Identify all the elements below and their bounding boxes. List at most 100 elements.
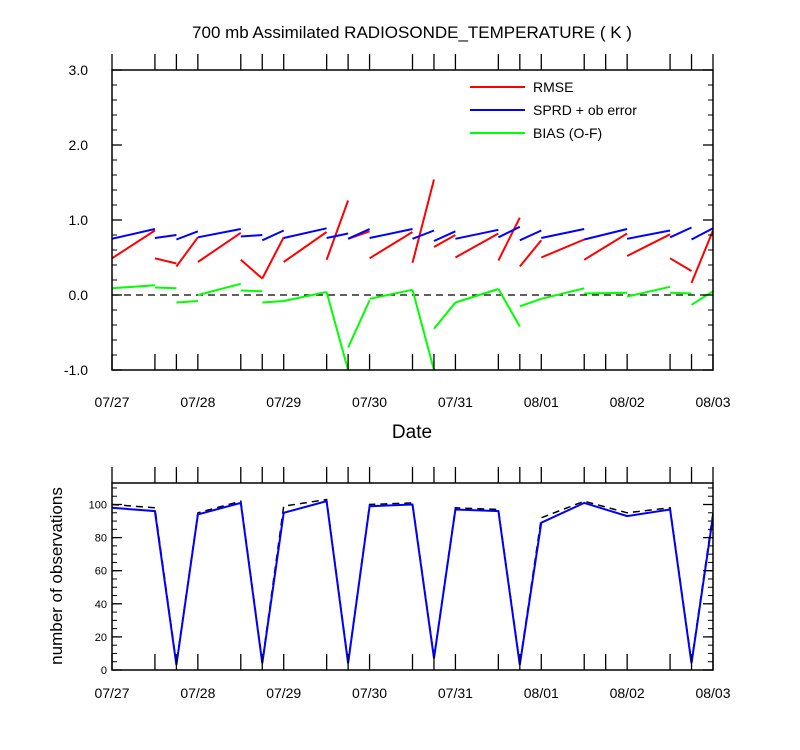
y-tick-label: 100 [89,500,107,512]
top-series-layer [112,179,713,370]
series-segment-rmse-2 [175,236,199,268]
series-segment-bias-o-f-13 [497,288,521,327]
series-observations-available [112,498,713,664]
legend-label-sprd-ob-error: SPRD + ob error [533,102,637,118]
series-segment-bias-o-f-17 [626,285,671,298]
x-tick-label: 08/03 [695,394,730,410]
series-segment-rmse-4 [240,259,263,280]
series-segment-rmse-5 [261,236,285,279]
series-segment-sprd-ob-error-16 [583,228,628,241]
x-tick-label: 07/27 [94,394,129,410]
series-segment-rmse-3 [197,231,242,263]
series-segment-sprd-ob-error-9 [369,228,413,239]
series-segment-rmse-13 [497,217,521,261]
series-segment-sprd-ob-error-15 [541,228,585,239]
series-segment-bias-o-f-1 [154,286,177,290]
x-tick-label: 07/28 [180,685,215,701]
series-segment-bias-o-f-12 [455,288,499,304]
y-tick-label: 2.0 [69,137,89,153]
x-tick-label: 07/29 [266,394,301,410]
x-tick-label: 07/28 [180,394,215,410]
bottom-panel: 0 20 40 60 80 100 07/27 07/28 07/29 07/30 07/31 08/… [47,467,731,701]
series-observations-used [112,499,713,666]
series-segment-sprd-ob-error-4 [240,234,263,238]
series-segment-rmse-15 [540,238,585,259]
series-segment-sprd-ob-error-19 [691,227,713,241]
series-segment-rmse-0 [112,229,156,260]
series-segment-rmse-11 [433,234,456,248]
series-segment-sprd-ob-error-11 [433,230,456,242]
series-segment-sprd-ob-error-2 [176,230,199,241]
series-rmse [112,179,713,284]
series-segment-bias-o-f-9 [369,288,413,300]
series-segment-rmse-9 [369,231,414,260]
top-axis-ticks: -1.0 0.0 1.0 2.0 3.0 07/27 07/28 07/29 07/30 07/3… [64,54,731,410]
series-segment-bias-o-f-7 [325,291,350,370]
series-segment-sprd-ob-error-8 [347,228,371,240]
series-segment-sprd-ob-error-14 [519,229,542,242]
y-tick-label: 3.0 [69,62,89,78]
top-panel: 700 mb Assimilated RADIOSONDE_TEMPERATUR… [64,23,731,443]
series-segment-rmse-16 [583,232,628,261]
x-tick-label: 08/02 [610,685,645,701]
series-segment-rmse-12 [454,232,499,259]
y-tick-label: 1.0 [69,212,89,228]
x-tick-label: 08/01 [524,394,559,410]
chart-title: 700 mb Assimilated RADIOSONDE_TEMPERATUR… [192,23,632,42]
x-axis-label: Date [392,422,432,443]
series-segment-sprd-ob-error-7 [326,232,349,239]
series-segment-sprd-ob-error-1 [154,234,177,239]
series-segment-bias-o-f-2 [176,300,198,304]
series-segment-rmse-1 [154,257,177,265]
series-segment-sprd-ob-error-10 [412,229,435,240]
x-tick-label: 07/27 [94,685,129,701]
series-segment-sprd-ob-error-3 [197,228,241,239]
series-segment-sprd-ob-error-12 [455,228,499,240]
series-segment-rmse-14 [519,239,543,268]
x-tick-label: 07/30 [352,394,387,410]
y-axis-label: number of observations [47,487,66,665]
x-tick-label: 08/02 [610,394,645,410]
series-segment-rmse-7 [325,200,350,261]
y-tick-label: 40 [95,599,107,611]
legend-label-rmse: RMSE [533,79,573,95]
series-bias-o-f [112,282,713,370]
bottom-axis-ticks: 0 20 40 60 80 100 07/27 07/28 07/29 07/30 07/31 08/… [89,467,731,701]
series-segment-bias-o-f-4 [240,289,263,293]
legend-label-bias-o-f: BIAS (O-F) [533,125,602,141]
series-segment-bias-o-f-10 [411,289,435,370]
series-segment-rmse-18 [669,257,693,272]
y-tick-label: -1.0 [64,362,88,378]
series-segment-bias-o-f-5 [262,300,284,304]
series-segment-bias-o-f-15 [541,287,585,300]
series-segment-bias-o-f-3 [197,282,242,296]
series-segment-bias-o-f-14 [519,297,542,308]
series-sprd-ob-error [112,225,713,242]
x-tick-label: 07/30 [352,685,387,701]
legend: RMSE SPRD + ob error BIAS (O-F) [470,79,637,141]
series-segment-rmse-17 [626,233,671,257]
x-tick-label: 07/29 [266,685,301,701]
series-segment-sprd-ob-error-0 [112,228,156,240]
series-segment-bias-o-f-11 [433,301,457,330]
series-segment-bias-o-f-8 [347,299,371,348]
series-segment-sprd-ob-error-17 [626,229,671,240]
series-segment-sprd-ob-error-18 [669,226,692,239]
series-segment-bias-o-f-19 [690,290,713,306]
y-tick-label: 80 [95,533,107,545]
y-tick-label: 0.0 [69,287,89,303]
x-tick-label: 08/03 [695,685,730,701]
series-segment-bias-o-f-6 [283,291,327,302]
y-tick-label: 20 [95,632,107,644]
series-segment-rmse-6 [283,231,328,263]
bottom-series-layer [112,498,713,666]
x-tick-label: 07/31 [438,394,473,410]
series-segment-sprd-ob-error-6 [283,227,327,239]
series-segment-rmse-10 [411,179,435,264]
y-tick-label: 0 [101,665,107,677]
series-segment-bias-o-f-0 [112,284,155,290]
series-segment-bias-o-f-18 [670,291,692,295]
y-tick-label: 60 [95,566,107,578]
series-segment-sprd-ob-error-13 [497,225,521,239]
